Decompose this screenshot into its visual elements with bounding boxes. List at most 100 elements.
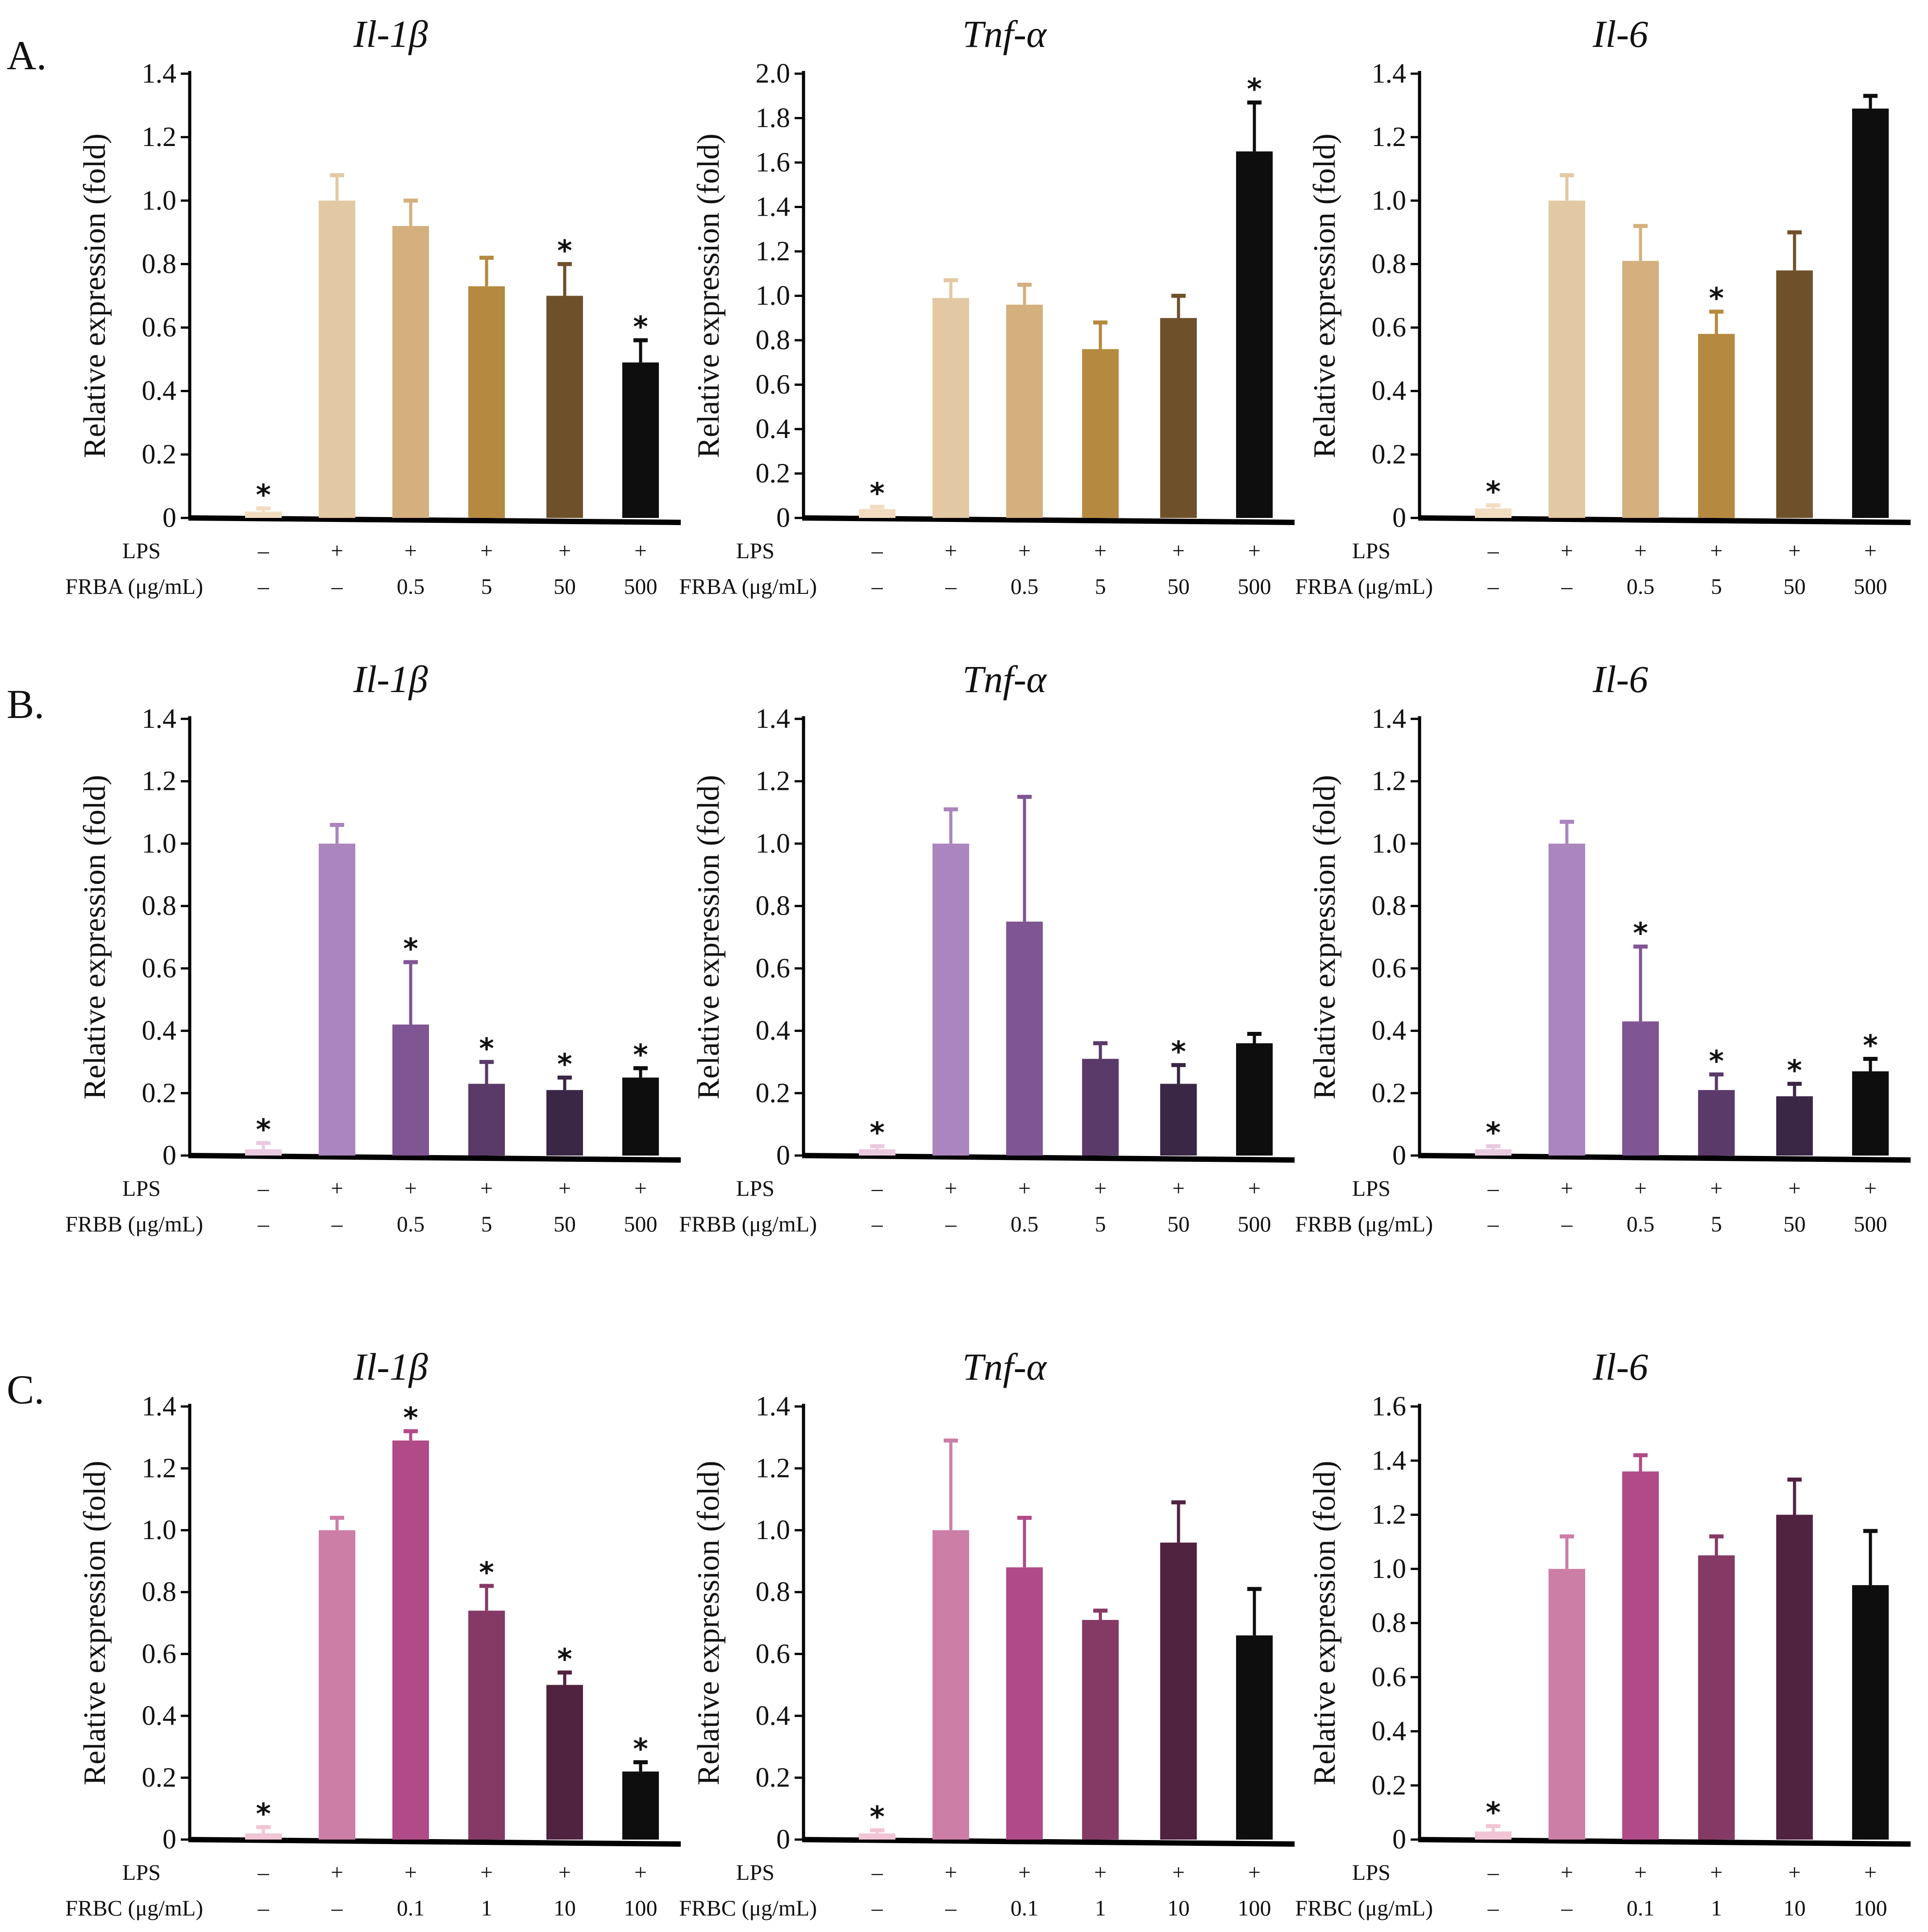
lps-value: + <box>1634 1176 1647 1201</box>
significance-star: * <box>256 1798 271 1831</box>
bar <box>1776 270 1813 518</box>
bar <box>1698 1090 1735 1156</box>
lps-value: + <box>1248 538 1261 563</box>
bar <box>546 1090 583 1156</box>
x-axis-line <box>188 1837 681 1847</box>
lps-value: – <box>871 1860 883 1885</box>
lps-value: + <box>1172 538 1185 563</box>
chart-title: Il-1β <box>353 658 428 701</box>
bar <box>1160 318 1197 518</box>
chart-a-3: Il-6 Relative expression (fold) 0 0.2 0.4 0.6… <box>1295 13 1911 599</box>
y-tick-label: 0.8 <box>142 249 177 279</box>
dose-value: – <box>258 574 270 599</box>
bar <box>1236 1043 1273 1156</box>
chart-b-2: Tnf-α Relative expression (fold) 0 0.2 0.4 0.… <box>679 658 1295 1236</box>
y-tick-label: 1.0 <box>1372 185 1407 216</box>
chart-b-1: Il-1β Relative expression (fold) 0 0.2 0.4 0.… <box>65 658 681 1236</box>
panel-letter-c: C. <box>7 1367 44 1412</box>
bar <box>546 296 583 518</box>
y-tick-label: 1.6 <box>756 147 791 178</box>
y-axis-label: Relative expression (fold) <box>78 775 112 1099</box>
lps-value: + <box>1018 1176 1031 1201</box>
y-tick-label: 0 <box>162 1824 176 1855</box>
dose-value: – <box>1561 574 1573 599</box>
chart-a-2: Tnf-α Relative expression (fold) 0 0.2 0.4 0.… <box>679 13 1295 599</box>
lps-value: + <box>1094 1860 1107 1885</box>
dose-value: 0.5 <box>1627 574 1655 599</box>
dose-value: – <box>945 1211 957 1236</box>
bar <box>1622 261 1659 518</box>
dose-row-label: FRBC (μg/mL) <box>65 1895 203 1920</box>
lps-value: – <box>1487 1176 1499 1201</box>
y-tick-label: 0.6 <box>1372 313 1407 343</box>
dose-value: 500 <box>624 1211 658 1236</box>
dose-value: 5 <box>1095 1211 1106 1236</box>
lps-value: + <box>945 1176 957 1201</box>
y-tick-label: 1.4 <box>756 1391 791 1422</box>
significance-star: * <box>1247 73 1262 106</box>
y-tick-label: 1.2 <box>756 1453 791 1484</box>
y-tick-label: 0.8 <box>1372 249 1407 279</box>
dose-value: 50 <box>1783 1211 1806 1236</box>
y-tick-label: 0.2 <box>142 439 177 470</box>
bar <box>245 1149 282 1156</box>
y-tick-label: 1.0 <box>142 1515 177 1545</box>
x-axis-line <box>802 515 1295 525</box>
lps-value: – <box>871 538 883 563</box>
significance-star: * <box>1486 1117 1500 1150</box>
y-tick-label: 1.4 <box>1372 1445 1407 1476</box>
dose-value: 500 <box>624 574 658 599</box>
dose-row-label: FRBB (μg/mL) <box>1295 1211 1433 1236</box>
y-tick-label: 0 <box>1392 503 1406 533</box>
y-axis-label: Relative expression (fold) <box>1308 775 1342 1099</box>
x-axis-line <box>1418 1153 1911 1163</box>
lps-value: + <box>558 1176 571 1201</box>
y-tick-label: 0.6 <box>142 953 177 984</box>
lps-value: + <box>1561 1860 1573 1885</box>
dose-value: – <box>871 1895 883 1920</box>
y-axis-label: Relative expression (fold) <box>1308 134 1342 458</box>
significance-star: * <box>557 234 572 267</box>
y-tick-label: 2.0 <box>756 58 791 89</box>
significance-star: * <box>403 933 418 966</box>
lps-value: + <box>1561 1176 1573 1201</box>
lps-value: – <box>258 538 270 563</box>
y-tick-label: 1.0 <box>756 1515 791 1545</box>
y-tick-label: 1.2 <box>756 236 791 267</box>
dose-value: 0.5 <box>397 1211 425 1236</box>
lps-value: + <box>1018 538 1031 563</box>
bar <box>546 1685 583 1840</box>
y-tick-label: 1.4 <box>1372 704 1407 734</box>
y-tick-label: 1.2 <box>1372 122 1407 152</box>
significance-star: * <box>479 1032 494 1065</box>
lps-value: + <box>945 538 957 563</box>
chart-title: Il-1β <box>353 13 428 55</box>
lps-value: + <box>634 1176 647 1201</box>
chart-b-3: Il-6 Relative expression (fold) 0 0.2 0.4 0.6… <box>1295 658 1911 1236</box>
bar <box>1776 1515 1813 1840</box>
bar <box>1549 200 1585 518</box>
dose-value: 100 <box>1854 1895 1887 1920</box>
y-tick-label: 0.4 <box>756 414 791 444</box>
y-tick-label: 1.6 <box>1372 1391 1407 1422</box>
y-axis-label: Relative expression (fold) <box>691 134 726 458</box>
y-tick-label: 1.0 <box>1372 828 1407 859</box>
y-tick-label: 0.8 <box>142 1577 177 1607</box>
lps-value: + <box>1172 1860 1185 1885</box>
y-axis-label: Relative expression (fold) <box>1308 1460 1342 1785</box>
bar <box>392 226 429 518</box>
lps-value: + <box>1634 538 1647 563</box>
significance-star: * <box>256 479 271 512</box>
y-tick-label: 0.8 <box>756 1577 791 1607</box>
bar <box>859 1833 895 1840</box>
y-tick-label: 0 <box>162 503 176 533</box>
y-tick-label: 0.6 <box>756 370 791 400</box>
y-tick-label: 0 <box>776 1824 790 1855</box>
lps-value: + <box>331 538 343 563</box>
dose-value: 10 <box>554 1895 576 1920</box>
dose-value: – <box>1487 1895 1499 1920</box>
y-tick-label: 0.4 <box>756 1701 791 1731</box>
lps-row-label: LPS <box>122 538 161 563</box>
y-tick-label: 0.4 <box>756 1016 791 1046</box>
chart-c-2: Tnf-α Relative expression (fold) 0 0.2 0.4 0.… <box>679 1345 1295 1920</box>
